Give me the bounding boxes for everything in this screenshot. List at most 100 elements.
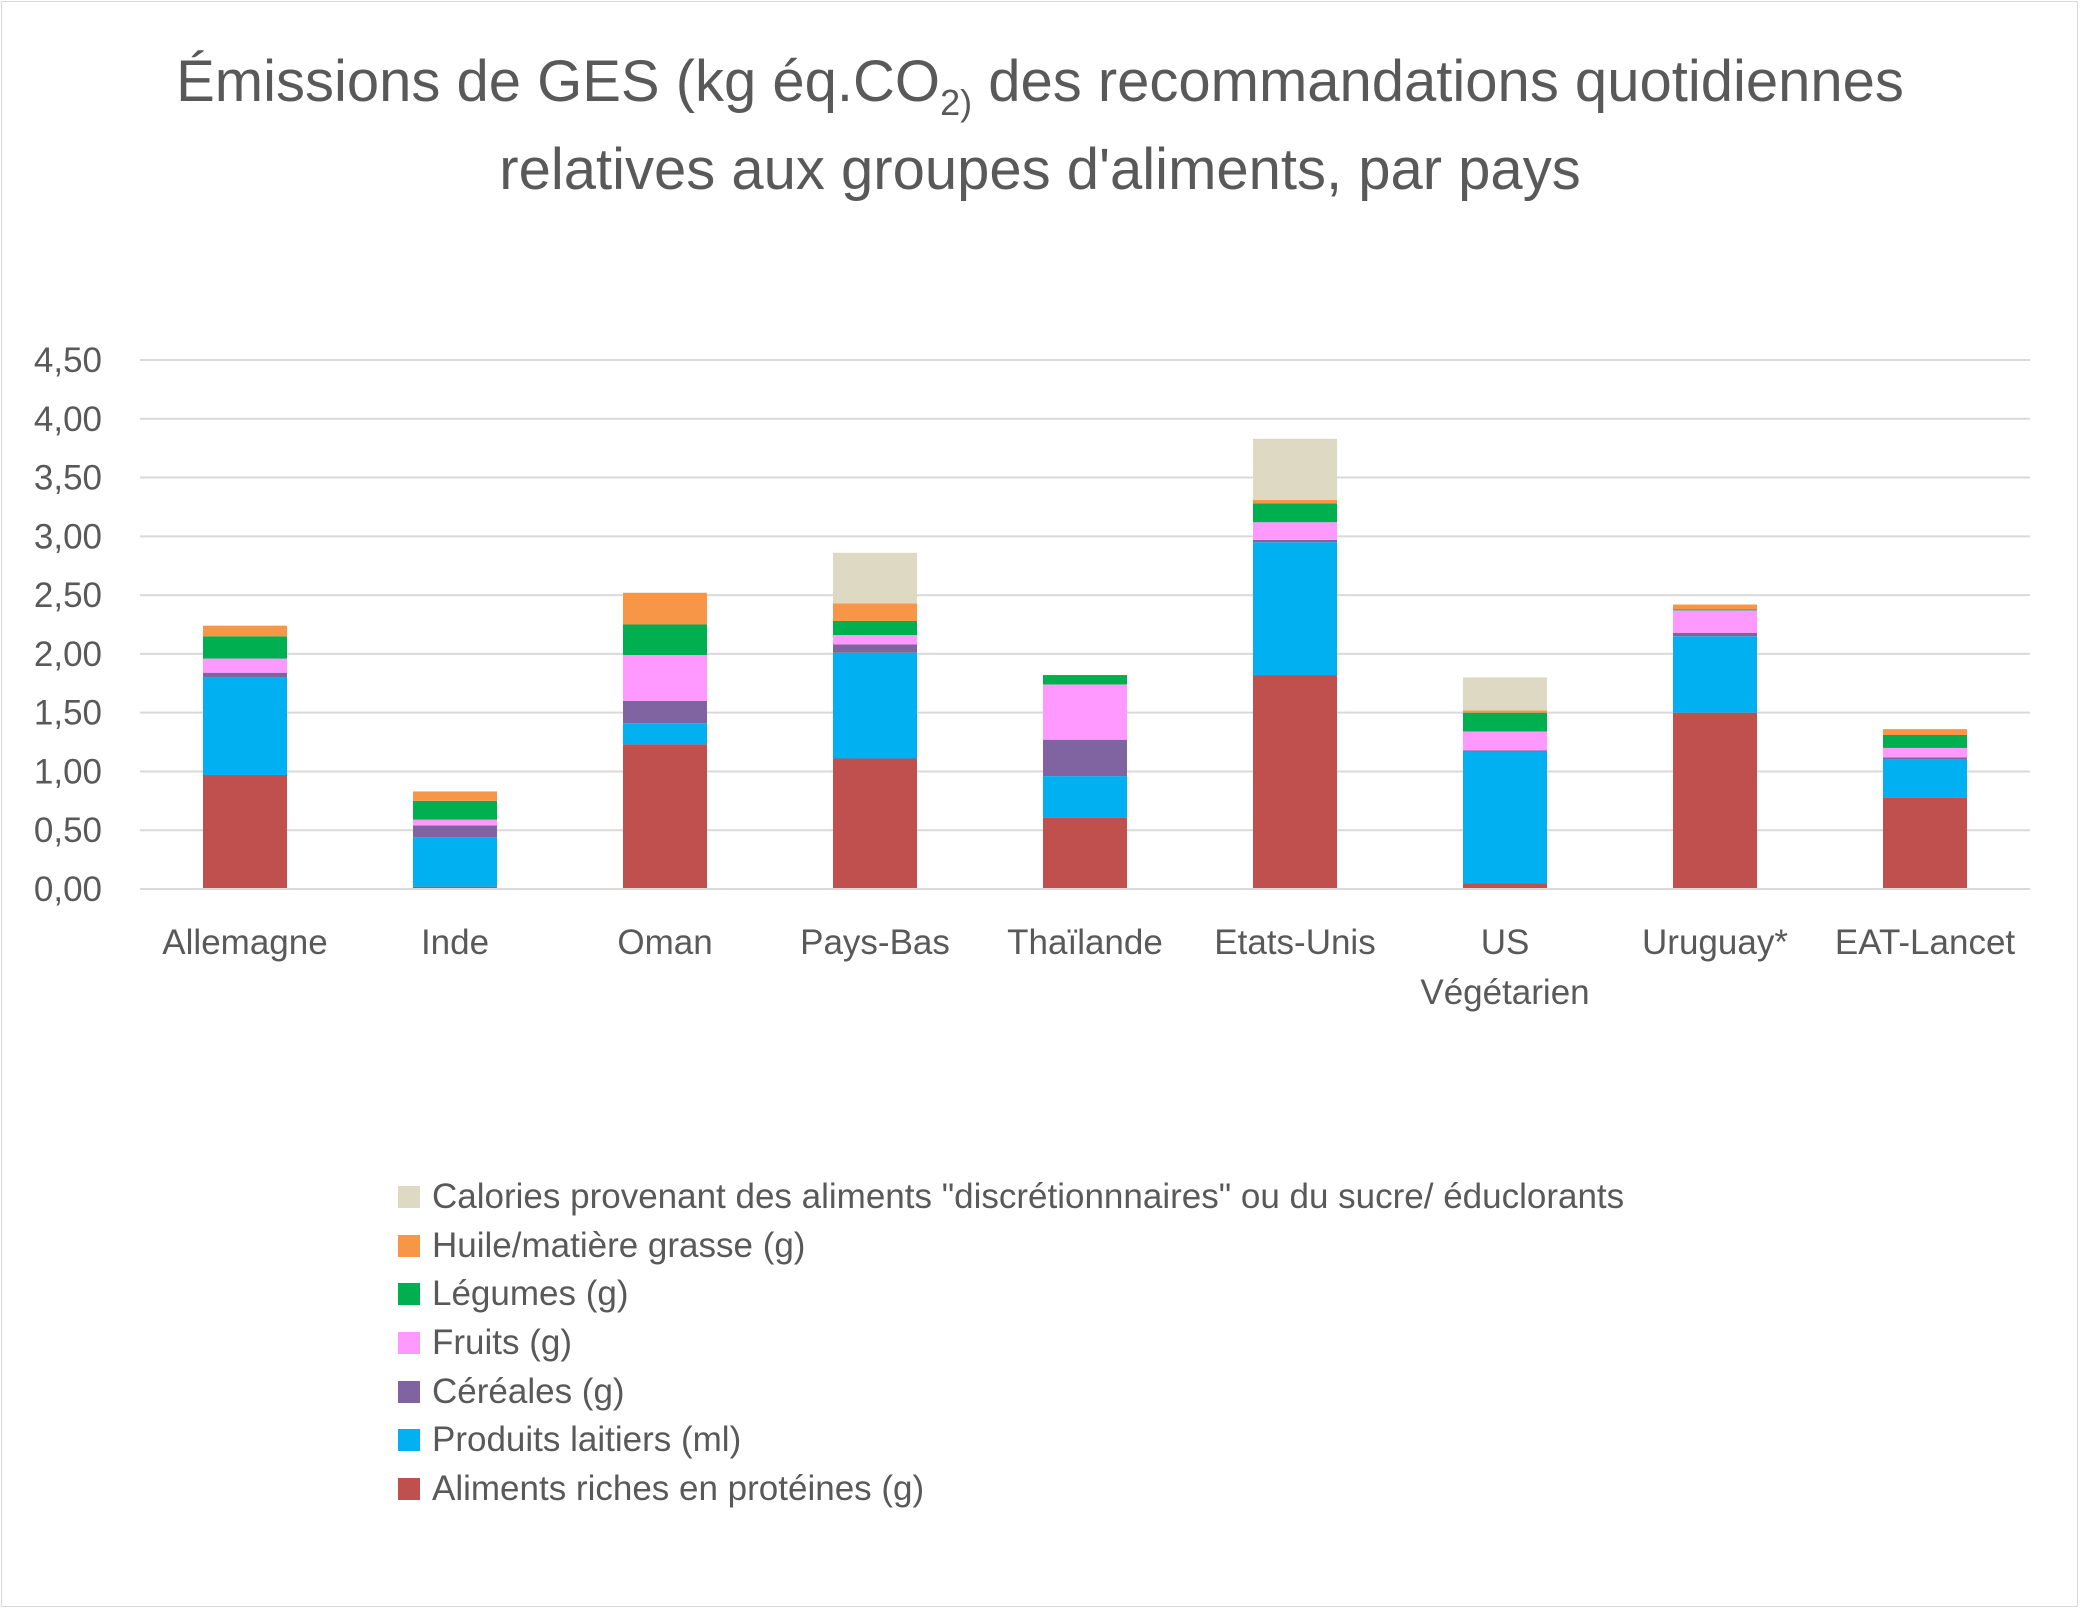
bar-segment bbox=[1463, 883, 1547, 889]
bar-segment bbox=[203, 677, 287, 775]
legend-swatch bbox=[398, 1186, 420, 1209]
bar-segment bbox=[1673, 609, 1757, 611]
bar-segment bbox=[623, 655, 707, 701]
bar-segment bbox=[203, 625, 287, 637]
bar-segment bbox=[1043, 817, 1127, 889]
bar-segment bbox=[203, 658, 287, 673]
legend-swatch bbox=[398, 1429, 420, 1452]
bar-segment bbox=[623, 723, 707, 745]
bar-segment bbox=[1673, 610, 1757, 633]
bar-segment bbox=[203, 774, 287, 889]
bar-segment bbox=[1463, 731, 1547, 751]
bar-segment bbox=[1673, 712, 1757, 889]
legend-swatch bbox=[398, 1332, 420, 1355]
legend-item: Huile/matière grasse (g) bbox=[398, 1222, 1624, 1271]
bar-segment bbox=[413, 800, 497, 820]
legend-item: Produits laitiers (ml) bbox=[398, 1416, 1624, 1465]
bar-segment bbox=[413, 791, 497, 801]
bar-segment bbox=[413, 819, 497, 826]
legend-item: Fruits (g) bbox=[398, 1319, 1624, 1368]
legend-label: Calories provenant des aliments "discrét… bbox=[432, 1177, 1625, 1217]
bar-segment bbox=[1463, 710, 1547, 713]
bar-segment bbox=[413, 825, 497, 838]
bar-segment bbox=[1253, 539, 1337, 543]
legend-swatch bbox=[398, 1380, 420, 1403]
bar-segment bbox=[1253, 675, 1337, 889]
bar-segment bbox=[1043, 684, 1127, 740]
legend-item: Légumes (g) bbox=[398, 1270, 1624, 1319]
y-tick-label: 3,50 bbox=[34, 459, 102, 498]
bar-segment bbox=[1883, 759, 1967, 798]
y-tick-label: 1,50 bbox=[34, 694, 102, 733]
bar-segment bbox=[1253, 499, 1337, 504]
legend-label: Fruits (g) bbox=[432, 1323, 572, 1363]
bar-segment bbox=[833, 620, 917, 636]
y-tick-label: 2,50 bbox=[34, 576, 102, 615]
bar-segment bbox=[1883, 747, 1967, 758]
x-tick-label: Inde bbox=[421, 923, 489, 962]
legend-label: Aliments riches en protéines (g) bbox=[432, 1468, 925, 1508]
bar-segment bbox=[1883, 797, 1967, 889]
bar-segment bbox=[1673, 632, 1757, 637]
y-tick-label: 0,00 bbox=[34, 870, 102, 909]
legend-swatch bbox=[398, 1234, 420, 1257]
y-tick-label: 1,00 bbox=[34, 752, 102, 791]
x-tick-label: Allemagne bbox=[162, 923, 327, 962]
y-tick-label: 4,00 bbox=[34, 400, 102, 439]
x-tick-label: Oman bbox=[617, 923, 712, 962]
x-tick-label: Uruguay* bbox=[1642, 923, 1788, 962]
bar-segment bbox=[203, 672, 287, 678]
x-tick-label: Etats-Unis bbox=[1214, 923, 1375, 962]
bar-segment bbox=[1253, 542, 1337, 676]
bar-segment bbox=[1253, 503, 1337, 523]
legend-label: Légumes (g) bbox=[432, 1274, 629, 1314]
y-tick-label: 4,50 bbox=[34, 341, 102, 380]
bar-segment bbox=[833, 603, 917, 621]
legend-label: Produits laitiers (ml) bbox=[432, 1420, 742, 1460]
chart-title: Émissions de GES (kg éq.CO2) des recomma… bbox=[176, 49, 1904, 202]
bar-segment bbox=[623, 624, 707, 656]
y-tick-label: 2,00 bbox=[34, 635, 102, 674]
bar-segment bbox=[413, 886, 497, 889]
bar-segment bbox=[833, 644, 917, 653]
y-tick-label: 0,50 bbox=[34, 811, 102, 850]
bar-segment bbox=[203, 636, 287, 659]
bar-segment bbox=[1463, 712, 1547, 732]
bar-segment bbox=[1253, 438, 1337, 500]
bar-segment bbox=[1883, 735, 1967, 748]
chart-legend: Calories provenant des aliments "discrét… bbox=[398, 1173, 1624, 1513]
x-tick-label: Pays-Bas bbox=[800, 923, 950, 962]
bar-segment bbox=[1883, 729, 1967, 736]
bar-segment bbox=[833, 552, 917, 604]
x-tick-label: EAT-Lancet bbox=[1835, 923, 2016, 962]
legend-item: Céréales (g) bbox=[398, 1367, 1624, 1416]
bar-segment bbox=[833, 635, 917, 645]
bar-segment bbox=[1463, 750, 1547, 752]
legend-label: Céréales (g) bbox=[432, 1371, 625, 1411]
bar-segment bbox=[1043, 739, 1127, 777]
legend-label: Huile/matière grasse (g) bbox=[432, 1225, 806, 1265]
bar-segment bbox=[1883, 757, 1967, 760]
bar-segment bbox=[833, 758, 917, 889]
legend-item: Aliments riches en protéines (g) bbox=[398, 1465, 1624, 1514]
bar-segment bbox=[833, 652, 917, 759]
bar-segment bbox=[623, 744, 707, 889]
bar-segment bbox=[413, 837, 497, 887]
bar-segment bbox=[1673, 636, 1757, 713]
bar-segment bbox=[1463, 677, 1547, 711]
bar-segment bbox=[1043, 675, 1127, 685]
bar-segment bbox=[1463, 751, 1547, 884]
y-tick-label: 3,00 bbox=[34, 517, 102, 556]
x-tick-label: US Végétarien bbox=[1420, 923, 1589, 1012]
bar-segment bbox=[1043, 776, 1127, 818]
chart-title-subscript: 2) bbox=[940, 82, 973, 123]
legend-swatch bbox=[398, 1477, 420, 1500]
bar-segment bbox=[623, 592, 707, 625]
legend-item: Calories provenant des aliments "discrét… bbox=[398, 1173, 1624, 1222]
bar-segment bbox=[1673, 604, 1757, 610]
bar-segment bbox=[1253, 522, 1337, 540]
bar-segment bbox=[623, 700, 707, 724]
x-tick-label: Thaïlande bbox=[1007, 923, 1163, 962]
legend-swatch bbox=[398, 1283, 420, 1306]
